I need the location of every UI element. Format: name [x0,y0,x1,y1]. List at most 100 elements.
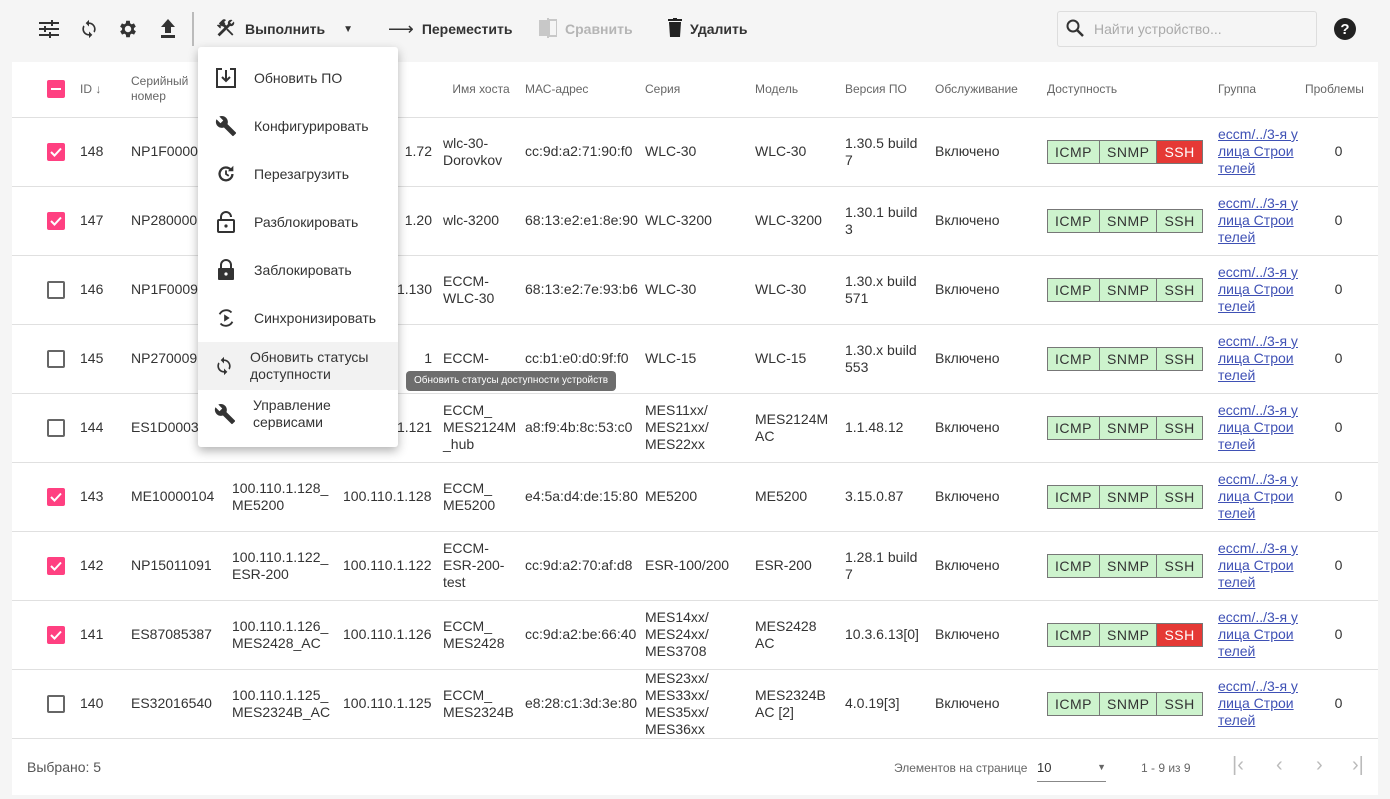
column-header-series[interactable]: Серия [639,62,749,118]
first-page-icon[interactable]: |‹ [1232,754,1244,776]
execute-dropdown-menu: Обновить ПО Конфигурировать Перезагрузить Р… [198,47,398,447]
menu-item-1[interactable]: Обновить ПО [198,54,398,102]
access-badge-snmp: SNMP [1100,623,1158,646]
cell-model: WLC-30 [749,255,839,325]
caret-down-icon: ▼ [1097,762,1106,772]
cell-group: eccm/../3-я улица Строителей [1212,255,1299,325]
next-page-icon[interactable]: › [1316,754,1323,776]
group-link[interactable]: eccm/../3-я улица Строителей [1218,609,1298,659]
tools-icon [215,17,237,42]
row-checkbox[interactable] [47,142,65,161]
group-link[interactable]: eccm/../3-я улица Строителей [1218,195,1298,245]
column-header-access[interactable]: Доступность [1041,62,1212,118]
column-header-id[interactable]: ID ↓ [74,62,125,118]
menu-item-3[interactable]: Перезагрузить [198,150,398,198]
menu-item-7[interactable]: Обновить статусы доступности [198,342,398,390]
access-badge-ssh: SSH [1157,692,1202,715]
group-link[interactable]: eccm/../3-я улица Строителей [1218,678,1298,728]
column-header-model[interactable]: Модель [749,62,839,118]
refresh-icon[interactable] [77,17,101,41]
access-badge-ssh: SSH [1157,278,1202,301]
upload-icon[interactable] [156,17,180,41]
cell-model: WLC-30 [749,117,839,187]
access-badge-ssh: SSH [1157,140,1202,163]
table-row[interactable]: 140 ES32016540 100.110.1.125_ MES2324B_A… [12,669,1378,738]
access-status: ICMP SNMP SSH [1047,484,1203,509]
menu-item-4[interactable]: Разблокировать [198,198,398,246]
access-badge-icmp: ICMP [1048,278,1100,301]
cell-mac: 68:13:e2:e1:8e:90 [519,186,639,256]
cell-id: 141 [74,600,125,670]
access-badge-snmp: SNMP [1100,278,1158,301]
access-badge-icmp: ICMP [1048,485,1100,508]
column-header-service[interactable]: Обслуживание [929,62,1041,118]
table-row[interactable]: 142 NP15011091 100.110.1.122_ ESR-200 10… [12,531,1378,601]
column-header-version[interactable]: Версия ПО [839,62,929,118]
row-checkbox[interactable] [47,418,65,437]
cell-access: ICMP SNMP SSH [1041,117,1212,187]
compare-button[interactable]: Сравнить [539,17,633,41]
access-badge-ssh: SSH [1157,347,1202,370]
column-header-hostname[interactable]: Имя хоста [437,62,519,118]
cell-name: 100.110.1.125_ MES2324B_AC [226,669,337,738]
row-checkbox[interactable] [47,280,65,299]
cell-access: ICMP SNMP SSH [1041,462,1212,532]
cell-ip: 100.110.1.126 [337,600,437,670]
access-badge-ssh: SSH [1157,485,1202,508]
cell-model: ESR-200 [749,531,839,601]
menu-item-5[interactable]: Заблокировать [198,246,398,294]
access-status: ICMP SNMP SSH [1047,346,1203,371]
group-link[interactable]: eccm/../3-я улица Строителей [1218,540,1298,590]
cell-group: eccm/../3-я улица Строителей [1212,117,1299,187]
filter-sliders-icon[interactable] [37,17,61,41]
access-badge-icmp: ICMP [1048,554,1100,577]
menu-item-6[interactable]: Синхронизировать [198,294,398,342]
row-checkbox[interactable] [47,211,65,230]
cell-version: 1.30.x build 571 [839,255,929,325]
gear-icon[interactable] [116,17,140,41]
cell-mac: e4:5a:d4:de:15:80 [519,462,639,532]
column-header-problems[interactable]: Проблемы [1299,62,1378,118]
cell-problems: 0 [1299,255,1378,325]
help-icon[interactable]: ? [1334,18,1356,40]
delete-button[interactable]: Удалить [668,17,747,41]
per-page-select[interactable]: 10 ▼ [1037,753,1106,782]
last-page-icon[interactable]: ›| [1352,754,1364,776]
row-checkbox[interactable] [47,487,65,506]
search-input[interactable] [1094,21,1294,37]
access-status: ICMP SNMP SSH [1047,553,1203,578]
row-checkbox[interactable] [47,556,65,575]
cell-access: ICMP SNMP SSH [1041,600,1212,670]
menu-item-8[interactable]: Управление сервисами [198,390,398,438]
cell-problems: 0 [1299,186,1378,256]
row-checkbox[interactable] [47,694,65,713]
cell-series: WLC-3200 [639,186,749,256]
group-link[interactable]: eccm/../3-я улица Строителей [1218,264,1298,314]
prev-page-icon[interactable]: ‹ [1276,754,1283,776]
table-row[interactable]: 143 ME10000104 100.110.1.128_ ME5200 100… [12,462,1378,532]
cell-group: eccm/../3-я улица Строителей [1212,324,1299,394]
group-link[interactable]: eccm/../3-я улица Строителей [1218,333,1298,383]
cell-id: 148 [74,117,125,187]
table-row[interactable]: 145 NP270009 1 ECCM- cc:b1:e0:d0:9f:f0 W… [12,324,1378,394]
row-checkbox[interactable] [47,625,65,644]
cell-version: 3.15.0.87 [839,462,929,532]
execute-button[interactable]: Выполнить ▼ [215,17,353,41]
group-link[interactable]: eccm/../3-я улица Строителей [1218,126,1298,176]
toolbar-divider [192,12,194,46]
cell-series: ME5200 [639,462,749,532]
table-footer: Выбрано: 5 Элементов на странице 10 ▼ 1 … [12,738,1378,795]
column-header-group[interactable]: Группа [1212,62,1299,118]
group-link[interactable]: eccm/../3-я улица Строителей [1218,471,1298,521]
access-badge-snmp: SNMP [1100,554,1158,577]
row-checkbox[interactable] [47,349,65,368]
move-button[interactable]: ⟶ Переместить [388,18,513,39]
group-link[interactable]: eccm/../3-я улица Строителей [1218,402,1298,452]
search-icon [1066,19,1084,40]
select-all-checkbox[interactable] [47,80,65,99]
column-header-mac[interactable]: МАС-адрес [519,62,639,118]
table-row[interactable]: 141 ES87085387 100.110.1.126_ MES2428_AC… [12,600,1378,670]
restart-icon [214,162,238,186]
menu-item-2[interactable]: Конфигурировать [198,102,398,150]
access-badge-snmp: SNMP [1100,140,1158,163]
